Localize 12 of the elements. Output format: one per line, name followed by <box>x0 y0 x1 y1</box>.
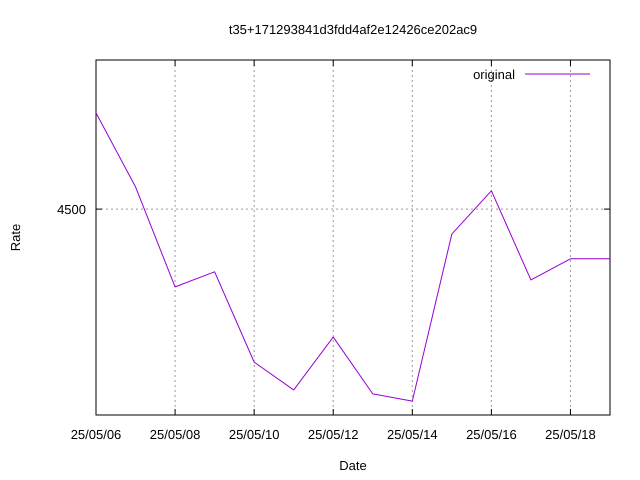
x-tick-label: 25/05/10 <box>228 427 280 442</box>
x-tick-label: 25/05/16 <box>466 427 517 442</box>
x-axis-title: Date <box>339 458 367 473</box>
text: 4500 <box>57 202 86 218</box>
chart-title: t35+171293841d3fdd4af2e12426ce202ac9 <box>228 22 478 37</box>
x-tick-label: 25/05/06 <box>70 427 122 442</box>
x-tick-label: 25/05/08 <box>150 427 200 442</box>
legend-label: original <box>473 67 516 82</box>
x-tick-label: 25/05/18 <box>545 427 596 442</box>
x-tick-label: 25/05/12 <box>308 427 359 442</box>
x-tick-label: 25/05/14 <box>387 427 438 442</box>
y-axis-title: Rate <box>8 224 23 252</box>
